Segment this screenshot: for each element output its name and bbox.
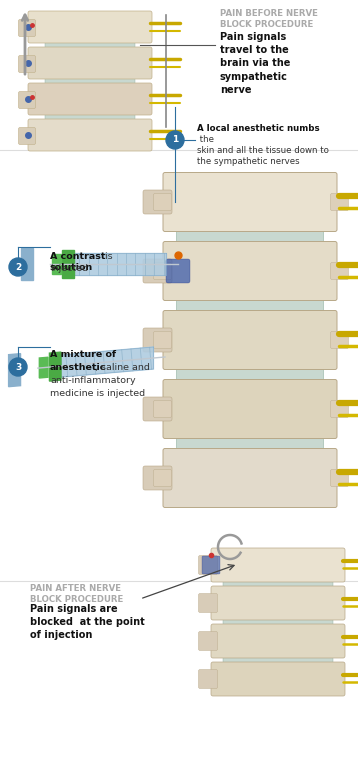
Text: the
skin and all the tissue down to
the sympathetic nerves: the skin and all the tissue down to the … [197,135,329,167]
Polygon shape [74,253,166,275]
FancyBboxPatch shape [28,47,152,79]
FancyBboxPatch shape [166,259,190,283]
FancyBboxPatch shape [330,263,348,279]
FancyBboxPatch shape [28,11,152,43]
Circle shape [9,258,27,276]
Polygon shape [61,347,154,377]
Text: A contrast
solution: A contrast solution [50,252,106,272]
Polygon shape [49,352,61,381]
FancyBboxPatch shape [202,556,220,574]
FancyBboxPatch shape [163,448,337,507]
Text: anti-inflammatory: anti-inflammatory [50,376,136,385]
FancyBboxPatch shape [163,241,337,301]
FancyBboxPatch shape [0,0,358,150]
FancyBboxPatch shape [154,469,171,487]
Text: Pain signals are
blocked  at the point
of injection: Pain signals are blocked at the point of… [30,604,145,640]
Text: 2: 2 [15,263,21,272]
FancyBboxPatch shape [198,631,218,650]
Text: PAIN AFTER NERVE
BLOCK PROCEDURE: PAIN AFTER NERVE BLOCK PROCEDURE [30,584,123,604]
FancyBboxPatch shape [143,259,172,283]
FancyBboxPatch shape [176,367,324,381]
FancyBboxPatch shape [223,656,333,664]
FancyBboxPatch shape [154,194,171,210]
FancyBboxPatch shape [330,400,348,418]
FancyBboxPatch shape [45,77,135,85]
FancyBboxPatch shape [211,624,345,658]
Text: , saline and: , saline and [95,363,150,372]
Polygon shape [39,357,48,378]
FancyBboxPatch shape [143,190,172,214]
FancyBboxPatch shape [154,263,171,279]
Text: Pain signals
travel to the
brain via the
sympathetic
nerve: Pain signals travel to the brain via the… [220,32,290,95]
FancyBboxPatch shape [330,194,348,210]
FancyBboxPatch shape [143,397,172,421]
FancyBboxPatch shape [211,586,345,620]
FancyBboxPatch shape [163,173,337,232]
FancyBboxPatch shape [198,556,218,575]
FancyBboxPatch shape [211,662,345,696]
Text: medicine is injected: medicine is injected [50,389,145,398]
Text: 1: 1 [172,136,178,145]
Text: A local anesthetic numbs: A local anesthetic numbs [197,124,320,133]
FancyBboxPatch shape [176,436,324,450]
FancyBboxPatch shape [198,669,218,689]
FancyBboxPatch shape [176,298,324,312]
FancyBboxPatch shape [223,618,333,626]
FancyBboxPatch shape [19,55,35,73]
FancyBboxPatch shape [45,41,135,49]
Circle shape [166,131,184,149]
FancyBboxPatch shape [176,229,324,243]
Text: A mixture of: A mixture of [50,350,116,359]
Polygon shape [9,354,20,387]
Text: injected: injected [50,264,88,273]
Circle shape [9,358,27,376]
FancyBboxPatch shape [330,469,348,487]
Polygon shape [21,248,33,280]
FancyBboxPatch shape [198,593,218,612]
Polygon shape [62,250,74,278]
Text: PAIN BEFORE NERVE
BLOCK PROCEDURE: PAIN BEFORE NERVE BLOCK PROCEDURE [220,9,318,29]
FancyBboxPatch shape [143,466,172,490]
FancyBboxPatch shape [143,328,172,352]
Text: anesthetic: anesthetic [50,363,106,372]
Text: 3: 3 [15,363,21,372]
FancyBboxPatch shape [330,332,348,348]
Polygon shape [52,254,61,274]
FancyBboxPatch shape [211,548,345,582]
FancyBboxPatch shape [163,379,337,438]
FancyBboxPatch shape [223,580,333,588]
FancyBboxPatch shape [19,127,35,145]
FancyBboxPatch shape [45,113,135,121]
FancyBboxPatch shape [154,400,171,418]
Text: is: is [102,252,113,261]
FancyBboxPatch shape [19,20,35,36]
FancyBboxPatch shape [163,310,337,369]
FancyBboxPatch shape [28,119,152,151]
FancyBboxPatch shape [154,332,171,348]
FancyBboxPatch shape [28,83,152,115]
FancyBboxPatch shape [19,92,35,108]
